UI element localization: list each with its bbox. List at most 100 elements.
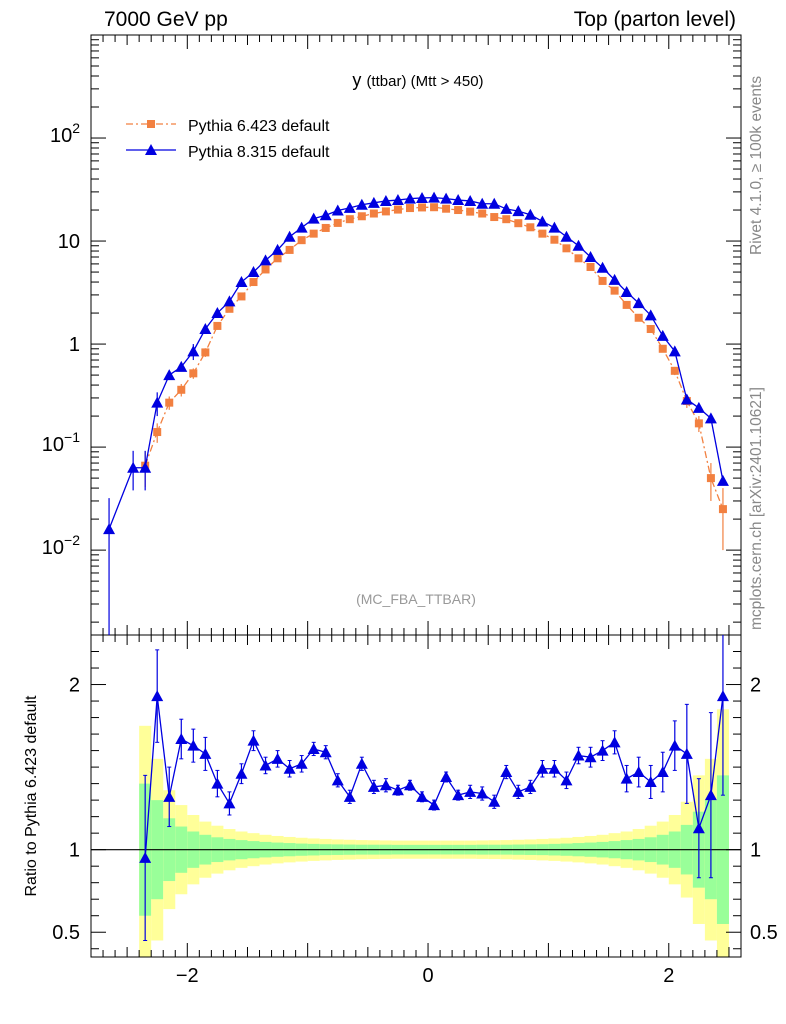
data-point: [273, 254, 282, 263]
y-tick-label: 10−2: [42, 532, 80, 559]
data-point: [199, 323, 212, 335]
data-point: [656, 766, 669, 778]
data-point: [440, 771, 453, 783]
series-line-pythia6: [144, 206, 724, 510]
data-point: [440, 192, 453, 204]
data-point: [488, 795, 501, 807]
data-point: [165, 398, 174, 407]
header-right: Top (parton level): [573, 8, 736, 31]
data-point: [478, 209, 487, 218]
legend-label-pythia6: Pythia 6.423 default: [188, 118, 330, 135]
ratio-y-tick-label: 1: [69, 840, 80, 862]
data-point: [610, 286, 619, 295]
data-point: [379, 779, 392, 791]
data-point: [147, 120, 155, 128]
data-point: [500, 202, 513, 214]
data-point: [694, 419, 703, 428]
data-point: [235, 276, 248, 288]
data-point: [584, 751, 597, 763]
legend-label-pythia8: Pythia 8.315 default: [188, 144, 330, 161]
data-point: [187, 739, 200, 751]
data-point: [367, 196, 380, 208]
data-point: [584, 251, 597, 263]
data-point: [512, 785, 525, 797]
data-point: [644, 309, 657, 321]
ratio-y-tick-label-right: 2: [750, 675, 761, 697]
data-point: [514, 219, 523, 228]
data-point: [283, 230, 296, 242]
data-point: [309, 229, 318, 238]
data-point: [345, 215, 354, 224]
ratio-y-tick-label: 0.5: [52, 922, 80, 944]
data-point: [187, 345, 200, 357]
data-point: [476, 197, 489, 209]
data-point: [608, 736, 621, 748]
data-point: [442, 204, 451, 213]
data-point: [416, 191, 429, 203]
data-point: [331, 774, 344, 786]
data-point: [466, 207, 475, 216]
ratio-ylabel: Ratio to Pythia 6.423 default: [23, 695, 40, 897]
data-point: [145, 144, 157, 155]
data-point: [488, 197, 501, 209]
data-point: [452, 194, 465, 206]
series-line-pythia8: [108, 196, 724, 530]
data-point: [500, 766, 513, 778]
data-point: [103, 523, 116, 535]
data-point: [367, 780, 380, 792]
data-point: [502, 215, 511, 224]
data-point: [464, 194, 477, 206]
data-point: [656, 329, 669, 341]
x-tick-label: −2: [176, 965, 199, 987]
data-point: [223, 295, 236, 307]
data-point: [668, 739, 681, 751]
data-point: [490, 213, 499, 222]
data-point: [223, 797, 236, 809]
data-point: [369, 209, 378, 218]
data-point: [393, 205, 402, 214]
data-point: [163, 369, 176, 381]
data-point: [319, 209, 332, 221]
data-point: [249, 278, 258, 287]
legend: [126, 120, 176, 155]
data-point: [307, 742, 320, 754]
watermark: (MC_FBA_TTBAR): [356, 591, 476, 607]
data-point: [343, 201, 356, 213]
data-point: [259, 759, 272, 771]
data-point: [596, 744, 609, 756]
data-point: [343, 790, 356, 802]
ratio-y-tick-label-right: 1: [750, 840, 761, 862]
data-point: [670, 366, 679, 375]
data-point: [403, 192, 416, 204]
data-point: [620, 286, 633, 298]
data-point: [199, 747, 212, 759]
data-point: [608, 273, 621, 285]
data-point: [283, 762, 296, 774]
data-point: [403, 779, 416, 791]
data-point: [261, 265, 270, 274]
data-point: [548, 221, 561, 233]
data-point: [189, 369, 198, 378]
data-point: [680, 747, 693, 759]
data-point: [634, 313, 643, 322]
data-point: [237, 292, 246, 301]
data-point: [632, 297, 645, 309]
data-point: [632, 766, 645, 778]
data-point: [213, 321, 222, 330]
ratio-series: [139, 635, 729, 941]
data-point: [225, 304, 234, 313]
data-point: [452, 789, 465, 801]
data-point: [381, 207, 390, 216]
data-point: [716, 690, 729, 702]
data-point: [658, 344, 667, 353]
data-point: [355, 198, 368, 210]
data-point: [285, 245, 294, 254]
data-point: [644, 775, 657, 787]
data-point: [692, 822, 705, 834]
data-point: [550, 235, 559, 244]
data-point: [151, 396, 164, 408]
data-point: [586, 262, 595, 271]
plot-title: y (ttbar) (Mtt > 450): [352, 70, 483, 90]
data-point: [175, 360, 188, 372]
